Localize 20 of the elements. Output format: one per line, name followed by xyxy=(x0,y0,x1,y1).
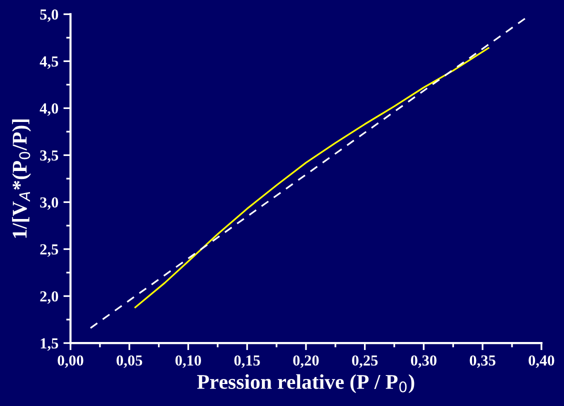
line-series xyxy=(134,47,490,308)
y-tick-label: 4,0 xyxy=(40,103,58,116)
x-tick-label: 0,35 xyxy=(470,355,496,368)
x-axis-title: Pression relative (P / P$_{0}$) xyxy=(197,374,414,394)
y-tick-label: 4,5 xyxy=(40,56,58,69)
x-tick-label: 0,40 xyxy=(528,355,554,368)
y-tick-label: 1,5 xyxy=(40,338,58,351)
x-tick-label: 0,25 xyxy=(352,355,378,368)
y-tick-label: 2,5 xyxy=(40,244,58,257)
x-tick-label: 0,20 xyxy=(293,355,319,368)
y-tick-label: 5,0 xyxy=(40,9,58,22)
x-tick-label: 0,30 xyxy=(410,355,436,368)
x-tick-label: 0,15 xyxy=(234,355,260,368)
y-tick-label: 3,0 xyxy=(40,197,58,210)
x-tick-label: 0,00 xyxy=(58,355,84,368)
y-axis-title: 1/[V$_{A}$*(P$_{0}$/P)] xyxy=(12,119,31,238)
y-tick-label: 2,0 xyxy=(40,291,58,304)
x-tick-label: 0,10 xyxy=(175,355,202,368)
y-tick-label: 3,5 xyxy=(40,150,58,163)
x-tick-label: 0,05 xyxy=(116,355,142,368)
